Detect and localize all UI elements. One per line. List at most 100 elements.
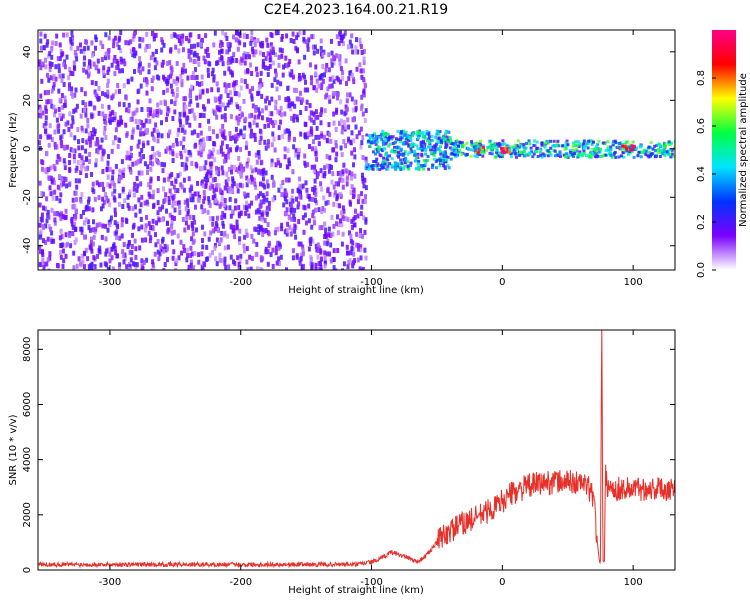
heatmap-cell: [273, 195, 277, 201]
heatmap-cell: [60, 93, 64, 98]
heatmap-cell: [233, 164, 236, 170]
heatmap-cell: [159, 109, 163, 115]
heatmap-cell: [132, 47, 135, 53]
heatmap-cell: [556, 139, 560, 143]
heatmap-cell: [454, 155, 458, 159]
heatmap-cell: [82, 61, 86, 67]
heatmap-cell: [359, 247, 363, 253]
heatmap-cell: [86, 73, 90, 79]
heatmap-cell: [367, 134, 371, 137]
heatmap-cell: [361, 155, 365, 160]
heatmap-cell: [68, 168, 72, 173]
heatmap-cell: [140, 224, 144, 230]
heatmap-cell: [293, 228, 297, 234]
heatmap-cell: [58, 42, 62, 48]
heatmap-cell: [355, 134, 359, 140]
heatmap-cell: [395, 162, 399, 166]
heatmap-cell: [508, 146, 512, 150]
heatmap-cell: [215, 133, 219, 139]
heatmap-cell: [628, 145, 632, 149]
heatmap-cell: [79, 261, 82, 267]
heatmap-cell: [285, 177, 288, 183]
heatmap-cell: [649, 141, 653, 145]
heatmap-cell: [75, 197, 78, 203]
heatmap-cell: [364, 185, 368, 191]
heatmap-cell: [294, 234, 298, 240]
heatmap-cell: [506, 148, 510, 152]
heatmap-cell: [564, 141, 568, 145]
heatmap-cell: [438, 158, 442, 162]
spectrogram-x-label: Height of straight line (km): [288, 285, 424, 296]
heatmap-cell: [215, 261, 219, 267]
heatmap-cell: [234, 126, 238, 132]
heatmap-cell: [416, 138, 419, 142]
heatmap-cell: [601, 141, 605, 145]
heatmap-cell: [221, 151, 225, 157]
heatmap-cell: [100, 234, 104, 240]
heatmap-cell: [53, 217, 57, 223]
heatmap-cell: [323, 240, 327, 246]
heatmap-cell: [255, 122, 259, 128]
heatmap-cell: [422, 159, 426, 163]
heatmap-cell: [626, 145, 630, 149]
colorbar: 0.00.20.40.60.8 Normalized spectral ampl…: [696, 30, 749, 278]
heatmap-cell: [199, 130, 203, 136]
heatmap-cell: [289, 207, 293, 213]
heatmap-cell: [92, 127, 96, 133]
heatmap-cell: [654, 149, 657, 153]
heatmap-cell: [155, 49, 158, 54]
heatmap-cell: [259, 135, 263, 141]
heatmap-cell: [73, 135, 77, 141]
heatmap-cell: [339, 218, 342, 224]
heatmap-cell: [535, 140, 539, 144]
heatmap-cell: [125, 107, 129, 113]
heatmap-cell: [199, 166, 203, 172]
heatmap-cell: [219, 128, 223, 134]
heatmap-cell: [118, 235, 122, 241]
heatmap-cell: [277, 54, 281, 60]
heatmap-cell: [272, 136, 276, 142]
heatmap-cell: [262, 199, 266, 205]
heatmap-cell: [118, 202, 121, 207]
heatmap-cell: [138, 43, 142, 49]
heatmap-cell: [90, 261, 94, 267]
heatmap-cell: [286, 228, 290, 234]
heatmap-cell: [297, 219, 301, 225]
heatmap-cell: [576, 140, 580, 144]
heatmap-cell: [124, 95, 128, 101]
heatmap-cell: [624, 141, 628, 144]
heatmap-cell: [63, 64, 67, 70]
heatmap-cell: [249, 40, 253, 46]
heatmap-cell: [297, 241, 301, 247]
heatmap-cell: [138, 151, 142, 157]
heatmap-cell: [346, 264, 350, 270]
heatmap-cell: [141, 66, 145, 72]
heatmap-cell: [128, 249, 132, 255]
heatmap-cell: [497, 144, 501, 148]
heatmap-cell: [346, 117, 350, 123]
heatmap-cell: [206, 67, 210, 73]
heatmap-cell: [296, 204, 300, 210]
heatmap-cell: [210, 150, 214, 156]
heatmap-cell: [283, 111, 287, 117]
heatmap-cell: [178, 111, 182, 117]
heatmap-cell: [460, 141, 464, 145]
heatmap-cell: [230, 164, 234, 170]
heatmap-cell: [214, 226, 217, 232]
heatmap-cell: [71, 224, 75, 230]
heatmap-cell: [204, 48, 208, 54]
heatmap-cell: [250, 255, 254, 261]
heatmap-cell: [169, 47, 173, 53]
heatmap-cell: [187, 53, 191, 59]
heatmap-cell: [245, 140, 249, 146]
heatmap-cell: [237, 31, 241, 37]
heatmap-cell: [292, 213, 296, 219]
heatmap-cell: [237, 213, 241, 219]
heatmap-cell: [121, 186, 125, 192]
heatmap-cell: [125, 264, 129, 270]
heatmap-cell: [238, 258, 242, 264]
heatmap-cell: [285, 199, 289, 205]
heatmap-cell: [196, 42, 200, 48]
heatmap-cell: [125, 132, 129, 138]
heatmap-cell: [364, 219, 368, 225]
